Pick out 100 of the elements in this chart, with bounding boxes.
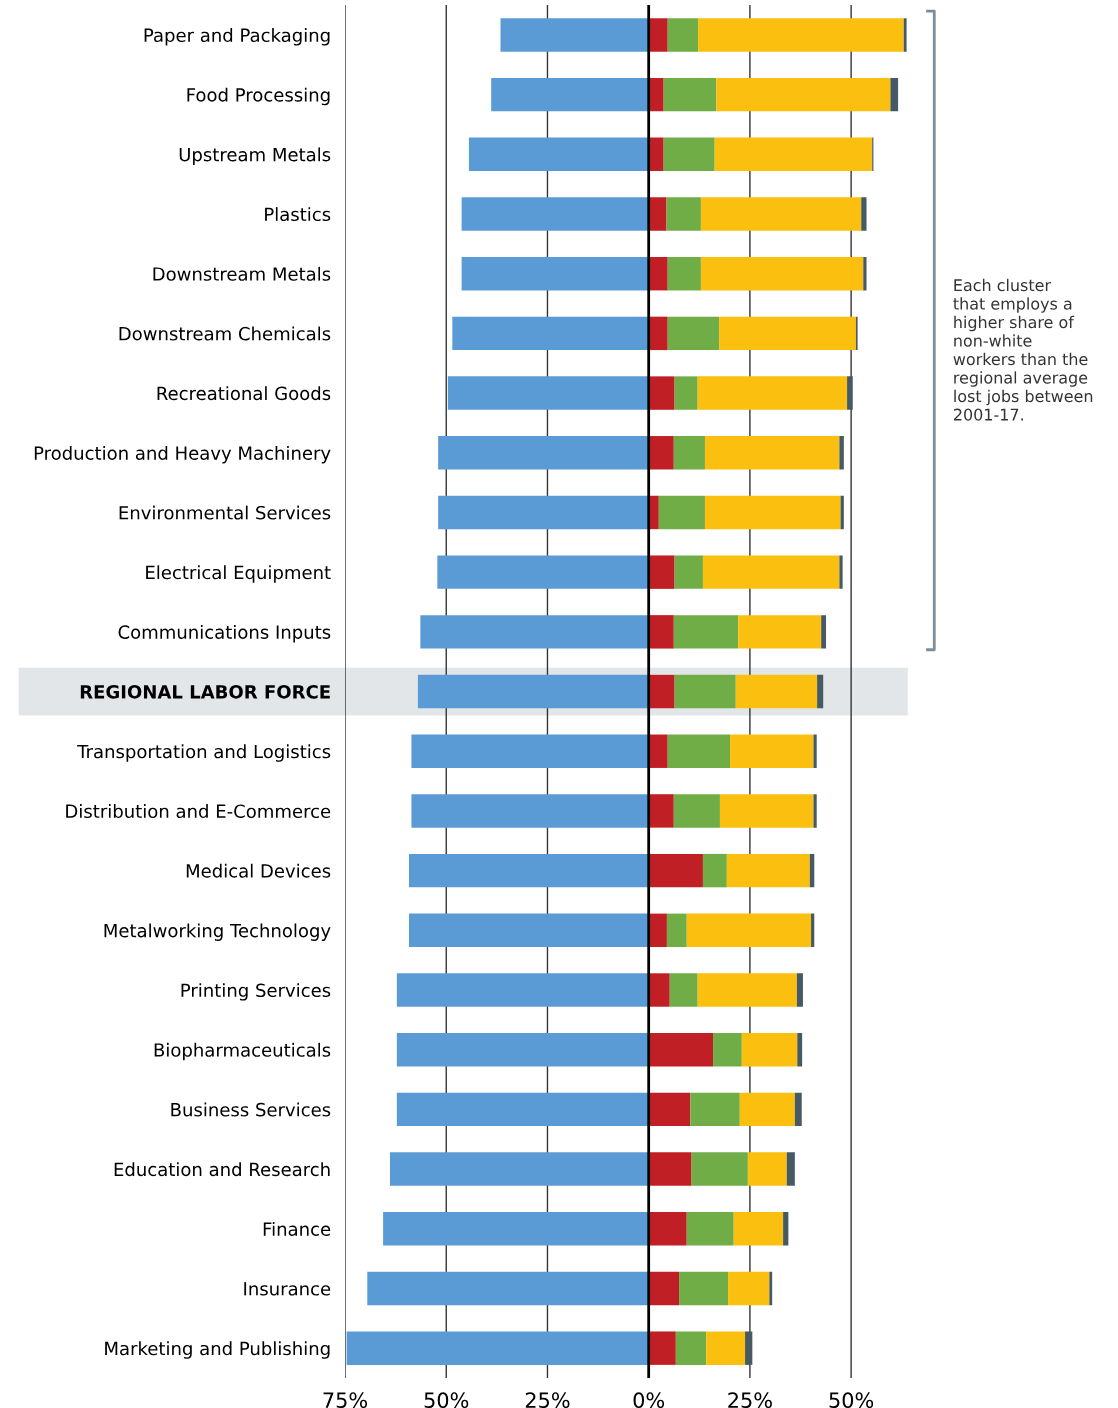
bar xyxy=(666,913,687,948)
bar xyxy=(648,1271,680,1306)
bar xyxy=(673,436,705,470)
bar xyxy=(396,973,649,1007)
y-tick-label: Food Processing xyxy=(187,87,330,106)
bar xyxy=(735,674,818,709)
bar xyxy=(648,376,675,410)
bar xyxy=(648,615,674,649)
bar xyxy=(648,316,668,351)
y-tick-label: REGIONAL LABOR FORCE xyxy=(80,685,330,699)
bar xyxy=(648,674,675,709)
x-tick-label: 75% xyxy=(323,1392,368,1408)
bar xyxy=(704,436,840,470)
bar xyxy=(648,794,674,828)
bar xyxy=(700,256,864,291)
y-tick-label: Business Services xyxy=(171,1102,331,1117)
y-tick-label: Finance xyxy=(263,1221,331,1236)
bar xyxy=(667,734,731,768)
bar xyxy=(890,77,899,112)
bar xyxy=(786,1152,795,1186)
bar xyxy=(714,137,873,172)
bar xyxy=(745,1331,753,1365)
y-tick-label: Education and Research xyxy=(114,1162,330,1177)
bar xyxy=(716,77,891,112)
bar xyxy=(367,1271,649,1306)
y-tick-label: Downstream Metals xyxy=(153,266,331,281)
bar xyxy=(648,436,674,470)
bar xyxy=(461,197,649,231)
bar xyxy=(648,555,675,589)
bar xyxy=(648,77,664,112)
bar xyxy=(648,256,668,291)
bar xyxy=(847,376,853,410)
bar xyxy=(690,1092,740,1127)
bar xyxy=(667,256,701,291)
bar xyxy=(648,1152,692,1186)
bar xyxy=(704,495,841,530)
bar xyxy=(667,316,720,351)
y-tick-label: Upstream Metals xyxy=(179,147,331,165)
x-tick-label: 50% xyxy=(424,1392,469,1408)
y-tick-label: Downstream Chemicals xyxy=(119,326,331,341)
bar xyxy=(719,794,814,828)
bar xyxy=(796,973,803,1007)
bar xyxy=(648,197,667,231)
bar xyxy=(438,436,649,470)
bar xyxy=(383,1212,649,1246)
bar xyxy=(648,853,703,888)
y-tick-label: Environmental Services xyxy=(119,505,331,520)
y-tick-label: Medical Devices xyxy=(186,863,331,878)
y-tick-label: Biopharmaceuticals xyxy=(154,1042,331,1061)
bar xyxy=(691,1152,748,1186)
bar xyxy=(813,734,817,768)
x-tick-label: 50% xyxy=(829,1392,874,1408)
bar xyxy=(797,1032,803,1067)
bar xyxy=(468,137,649,172)
bar xyxy=(648,18,668,52)
bar xyxy=(700,197,862,231)
bar xyxy=(663,137,715,172)
bar xyxy=(861,197,867,231)
bar xyxy=(697,973,797,1007)
bar xyxy=(663,77,717,112)
bar xyxy=(452,316,649,351)
bar xyxy=(863,256,867,291)
bar xyxy=(461,256,649,291)
y-tick-label: Electrical Equipment xyxy=(146,565,331,583)
bar xyxy=(769,1271,773,1306)
y-tick-label: Marketing and Publishing xyxy=(105,1341,330,1359)
y-tick-label: Distribution and E-Commerce xyxy=(66,804,331,819)
y-tick-label: Production and Heavy Machinery xyxy=(34,445,331,464)
bar xyxy=(674,555,703,589)
bar xyxy=(411,794,649,828)
bar xyxy=(648,1212,687,1246)
bar xyxy=(667,18,699,52)
y-tick-label: Metalworking Technology xyxy=(104,923,331,941)
bar xyxy=(702,555,840,589)
bar xyxy=(719,316,856,351)
bar xyxy=(713,1032,742,1067)
bar xyxy=(674,674,736,709)
bar xyxy=(794,1092,802,1127)
bar xyxy=(702,853,727,888)
bar xyxy=(741,1032,798,1067)
bar xyxy=(673,615,739,649)
bar xyxy=(738,615,822,649)
bar xyxy=(840,495,844,530)
y-tick-label: Printing Services xyxy=(181,983,331,1001)
bar xyxy=(697,376,848,410)
bar xyxy=(411,734,649,768)
x-tick-label: 25% xyxy=(728,1392,772,1408)
bar xyxy=(686,1212,734,1246)
bar xyxy=(648,913,667,948)
bar xyxy=(739,1092,795,1127)
bar xyxy=(669,973,698,1007)
bar xyxy=(675,1331,707,1365)
bar xyxy=(730,734,814,768)
bar xyxy=(648,734,668,768)
bar xyxy=(437,555,649,589)
bar xyxy=(396,1032,649,1067)
bar xyxy=(491,77,649,112)
bar xyxy=(903,18,907,52)
text: Each cluster that employs a higher share of non-white workers than the regional average lost jobs between 2001-17. xyxy=(953,278,1093,421)
bar xyxy=(438,495,649,530)
